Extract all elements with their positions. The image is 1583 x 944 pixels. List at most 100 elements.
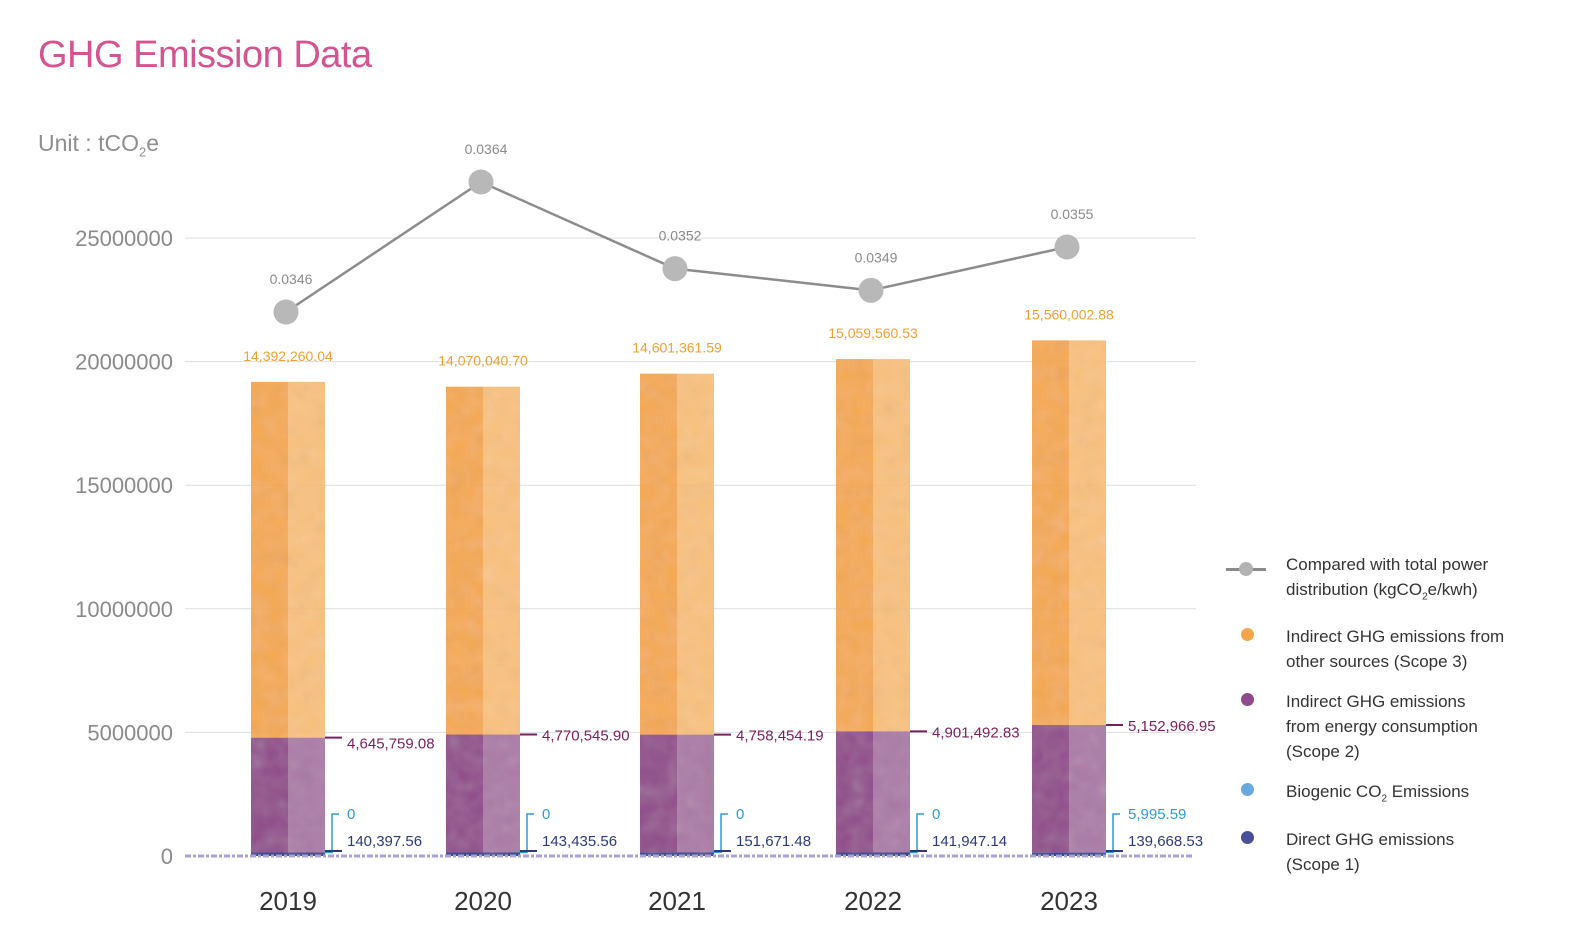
unit-label: Unit : tCO2e — [38, 130, 159, 160]
y-tick-label: 20000000 — [75, 350, 173, 375]
ratio-point — [662, 256, 688, 282]
y-tick-label: 15000000 — [75, 473, 173, 498]
ratio-label: 0.0355 — [1051, 206, 1094, 222]
bar-scope3-left — [640, 373, 677, 735]
bar-scope2-right — [677, 734, 714, 853]
y-tick-label: 0 — [161, 844, 173, 869]
ratio-label: 0.0349 — [855, 249, 898, 265]
data-label-biogenic: 0 — [542, 806, 550, 823]
data-label-scope2: 4,645,759.08 — [347, 736, 435, 753]
leader-biogenic — [520, 813, 534, 854]
data-label-scope3: 15,560,002.88 — [1024, 306, 1114, 322]
bar-scope3-right — [483, 386, 520, 735]
legend-dot-scope2 — [1241, 693, 1254, 707]
bar-scope2-right — [483, 734, 520, 853]
legend-label: Indirect GHG emissions from energy consum… — [1286, 692, 1478, 762]
bar-scope1 — [640, 852, 714, 856]
legend-item-scope2: Indirect GHG emissions from energy consum… — [1226, 689, 1576, 764]
axis-layer: 0 5000000 10000000 15000000 20000000 25000000… — [75, 226, 1192, 916]
data-label-scope2: 4,770,545.90 — [542, 728, 630, 745]
bar-scope2-right — [873, 731, 910, 853]
bar-stack — [446, 386, 520, 856]
bar-scope3-left — [446, 386, 483, 735]
leader-biogenic — [1106, 813, 1120, 854]
y-tick-label: 5000000 — [87, 720, 173, 745]
x-tick-label: 2020 — [454, 886, 512, 916]
page-title: GHG Emission Data — [38, 34, 372, 76]
bar-scope3-right — [873, 359, 910, 732]
line-layer: 0.0346 0.0364 0.0352 0.0349 0.0355 — [270, 141, 1094, 325]
y-tick-label: 25000000 — [75, 226, 173, 251]
data-label-scope1: 151,671.48 — [736, 833, 811, 850]
bar-scope2-right — [1069, 725, 1106, 853]
bar-scope3-left — [251, 381, 288, 738]
data-label-scope1: 143,435.56 — [542, 833, 617, 850]
bar-scope1 — [836, 852, 910, 856]
y-tick-label: 10000000 — [75, 597, 173, 622]
data-label-biogenic: 0 — [736, 806, 744, 823]
bar-scope3-left — [1032, 340, 1069, 726]
ratio-line — [285, 180, 1068, 314]
legend-dot-scope3 — [1241, 628, 1254, 642]
legend: Compared with total power distribution (k… — [1226, 552, 1576, 892]
leader-biogenic — [910, 813, 924, 854]
data-label-scope3: 14,392,260.04 — [243, 348, 333, 364]
legend-dot-biogenic — [1241, 783, 1254, 797]
bar-scope3-left — [836, 359, 873, 732]
data-label-biogenic: 0 — [932, 806, 940, 823]
legend-label: Biogenic CO2 Emissions — [1286, 782, 1470, 805]
bar-stack — [251, 381, 325, 856]
data-label-biogenic: 0 — [347, 806, 355, 823]
data-label-scope3: 14,601,361.59 — [632, 340, 722, 356]
data-label-scope2: 5,152,966.95 — [1128, 718, 1216, 735]
bar-stack — [1032, 340, 1106, 856]
unit-prefix: Unit : tCO — [38, 130, 139, 156]
bar-scope2-left — [251, 737, 288, 853]
bar-scope3-right — [1069, 340, 1106, 726]
data-label-scope2: 4,901,492.83 — [932, 724, 1020, 741]
bar-scope2-left — [640, 734, 677, 853]
bar-scope3-right — [677, 373, 714, 735]
ratio-label: 0.0346 — [270, 271, 313, 287]
ratio-point — [273, 299, 299, 325]
bar-stack — [836, 359, 910, 856]
legend-item-biogenic: Biogenic CO2 Emissions — [1226, 779, 1576, 811]
legend-item-ratio: Compared with total power distribution (k… — [1226, 552, 1576, 609]
labels-layer: 14,392,260.04 4,645,759.08 0 140,397.56 14,0… — [243, 306, 1216, 854]
bar-scope2-left — [1032, 725, 1069, 853]
x-tick-label: 2023 — [1040, 886, 1098, 916]
ratio-label: 0.0352 — [659, 228, 702, 244]
legend-line-marker — [1226, 558, 1266, 576]
legend-label: Compared with total power distribution (k… — [1286, 555, 1489, 603]
legend-item-scope1: Direct GHG emissions (Scope 1) — [1226, 827, 1576, 877]
ratio-point — [858, 277, 884, 303]
leader-biogenic — [325, 813, 339, 854]
data-label-scope3: 14,070,040.70 — [438, 353, 528, 369]
ratio-label: 0.0364 — [465, 141, 508, 157]
unit-suffix: e — [146, 130, 159, 156]
legend-label: Direct GHG emissions (Scope 1) — [1286, 829, 1455, 874]
bar-scope1 — [251, 852, 325, 856]
legend-dot-scope1 — [1241, 830, 1254, 844]
bar-scope1 — [446, 852, 520, 856]
data-label-scope3: 15,059,560.53 — [828, 325, 918, 341]
x-tick-label: 2022 — [844, 886, 902, 916]
data-label-scope1: 139,668.53 — [1128, 833, 1203, 850]
bars-layer — [251, 340, 1106, 856]
bar-scope2-left — [446, 734, 483, 853]
legend-item-scope3: Indirect GHG emissions from other sources… — [1226, 624, 1576, 674]
data-label-scope1: 140,397.56 — [347, 833, 422, 850]
bar-scope2-left — [836, 731, 873, 853]
bar-scope3-right — [288, 381, 325, 738]
leader-biogenic — [714, 813, 728, 854]
legend-label: Indirect GHG emissions from other sources… — [1286, 627, 1505, 672]
x-tick-label: 2021 — [648, 886, 706, 916]
bar-scope1 — [1032, 852, 1106, 856]
ratio-point — [468, 169, 494, 195]
x-tick-label: 2019 — [259, 886, 317, 916]
data-label-scope1: 141,947.14 — [932, 833, 1007, 850]
bar-stack — [640, 373, 714, 856]
data-label-scope2: 4,758,454.19 — [736, 728, 824, 745]
ratio-point — [1054, 234, 1080, 260]
